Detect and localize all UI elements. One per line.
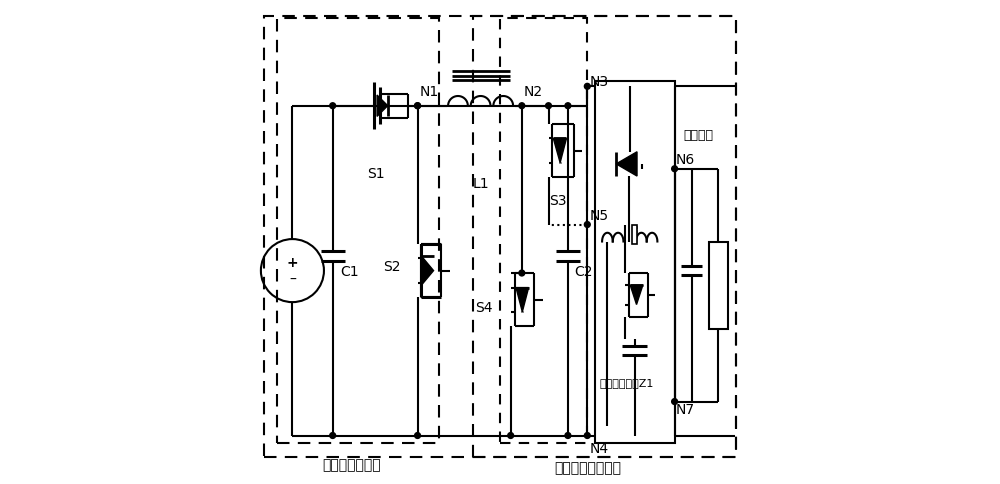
Bar [709,242,728,329]
Circle shape [330,104,336,109]
Circle shape [415,433,420,439]
Text: S4: S4 [475,301,493,314]
Text: N2: N2 [523,85,542,99]
Circle shape [519,271,525,276]
Bar [277,19,439,443]
Circle shape [584,84,590,90]
Circle shape [584,222,590,228]
Text: +: + [287,256,298,269]
Circle shape [565,104,571,109]
Text: S2: S2 [383,259,401,273]
Text: N6: N6 [676,153,695,166]
Circle shape [330,433,336,439]
Bar [473,17,736,457]
Circle shape [415,104,420,109]
Circle shape [584,433,590,439]
Text: N7: N7 [676,402,695,416]
Polygon shape [616,152,637,177]
Circle shape [672,166,678,172]
Text: L1: L1 [472,177,489,191]
Text: 功率变换网络Z1: 功率变换网络Z1 [600,378,654,387]
Circle shape [546,104,551,109]
Circle shape [565,433,571,439]
Text: –: – [289,273,296,287]
Text: N4: N4 [589,441,608,454]
Circle shape [508,433,514,439]
Polygon shape [421,257,434,286]
Bar [500,19,587,443]
Text: 电压预调节单元: 电压预调节单元 [322,458,380,471]
Polygon shape [553,139,566,164]
Bar [632,226,637,244]
Text: 输出电压调节单元: 输出电压调节单元 [554,460,621,474]
Circle shape [519,104,525,109]
Text: S3: S3 [549,194,567,208]
Text: N3: N3 [589,76,608,89]
Polygon shape [377,96,388,117]
Text: N5: N5 [589,209,608,222]
Text: 输出部分: 输出部分 [684,129,714,142]
Circle shape [415,104,420,109]
Polygon shape [516,288,529,312]
Text: C1: C1 [340,264,359,278]
Polygon shape [630,286,643,305]
Text: S1: S1 [368,167,385,181]
Circle shape [672,399,678,405]
Text: C2: C2 [574,264,593,278]
Text: N1: N1 [420,85,439,99]
Bar [595,82,675,443]
